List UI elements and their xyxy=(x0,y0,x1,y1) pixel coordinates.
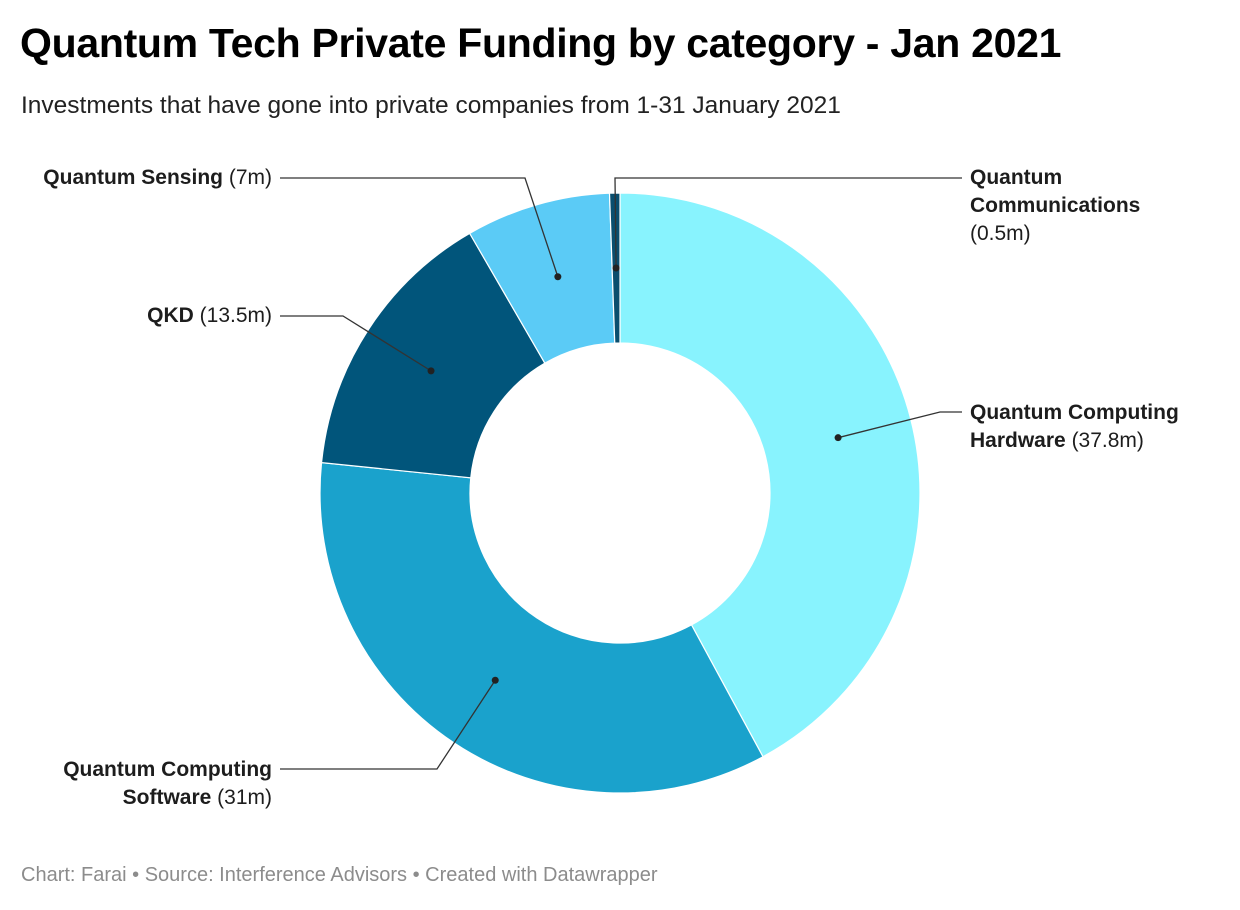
label-quantum-sensing: Quantum Sensing (7m) xyxy=(22,164,272,192)
leader-dot-quantum-computing-hardware xyxy=(834,434,842,442)
leader-dot-quantum-sensing xyxy=(554,273,562,281)
chart-footer: Chart: Farai • Source: Interference Advi… xyxy=(21,864,658,886)
label-communications-value: (0.5m) xyxy=(970,222,1031,245)
label-software-value: (31m) xyxy=(217,786,272,809)
chart-title: Quantum Tech Private Funding by category… xyxy=(20,20,1062,66)
slice-qkd xyxy=(320,232,546,479)
label-qkd-name: QKD xyxy=(147,304,194,327)
label-software-line1: Quantum Computing xyxy=(63,758,272,781)
leader-line-quantum-sensing xyxy=(280,177,559,277)
leader-line-quantum-computing-hardware xyxy=(837,411,962,439)
slice-quantum-computing-software xyxy=(319,461,764,794)
label-qkd: QKD (13.5m) xyxy=(22,302,272,330)
slice-quantum-computing-hardware xyxy=(619,192,921,758)
leader-line-quantum-computing-software xyxy=(280,679,496,770)
label-quantum-computing-software: Quantum Computing Software (31m) xyxy=(22,756,272,812)
leader-dot-quantum-computing-software xyxy=(491,676,499,684)
label-communications-line2: Communications xyxy=(970,194,1141,217)
label-hardware-name: Hardware xyxy=(970,429,1066,452)
leader-dot-qkd xyxy=(427,367,435,375)
label-quantum-communications: Quantum Communications (0.5m) xyxy=(970,164,1230,248)
leader-dot-quantum-communications xyxy=(612,264,620,272)
label-qkd-value: (13.5m) xyxy=(199,304,272,327)
label-quantum-computing-hardware: Quantum Computing Hardware (37.8m) xyxy=(970,399,1230,455)
chart-subtitle: Investments that have gone into private … xyxy=(21,92,841,119)
leader-line-quantum-communications xyxy=(614,177,962,269)
label-software-name: Software xyxy=(122,786,212,809)
label-quantum-sensing-name: Quantum Sensing xyxy=(43,166,223,189)
label-hardware-value: (37.8m) xyxy=(1071,429,1144,452)
leader-lines xyxy=(280,177,962,770)
label-quantum-sensing-value: (7m) xyxy=(228,166,272,189)
leader-line-qkd xyxy=(280,315,432,372)
label-hardware-line1: Quantum Computing xyxy=(970,401,1179,424)
label-communications-line1: Quantum xyxy=(970,166,1063,189)
donut-slices xyxy=(319,192,921,794)
